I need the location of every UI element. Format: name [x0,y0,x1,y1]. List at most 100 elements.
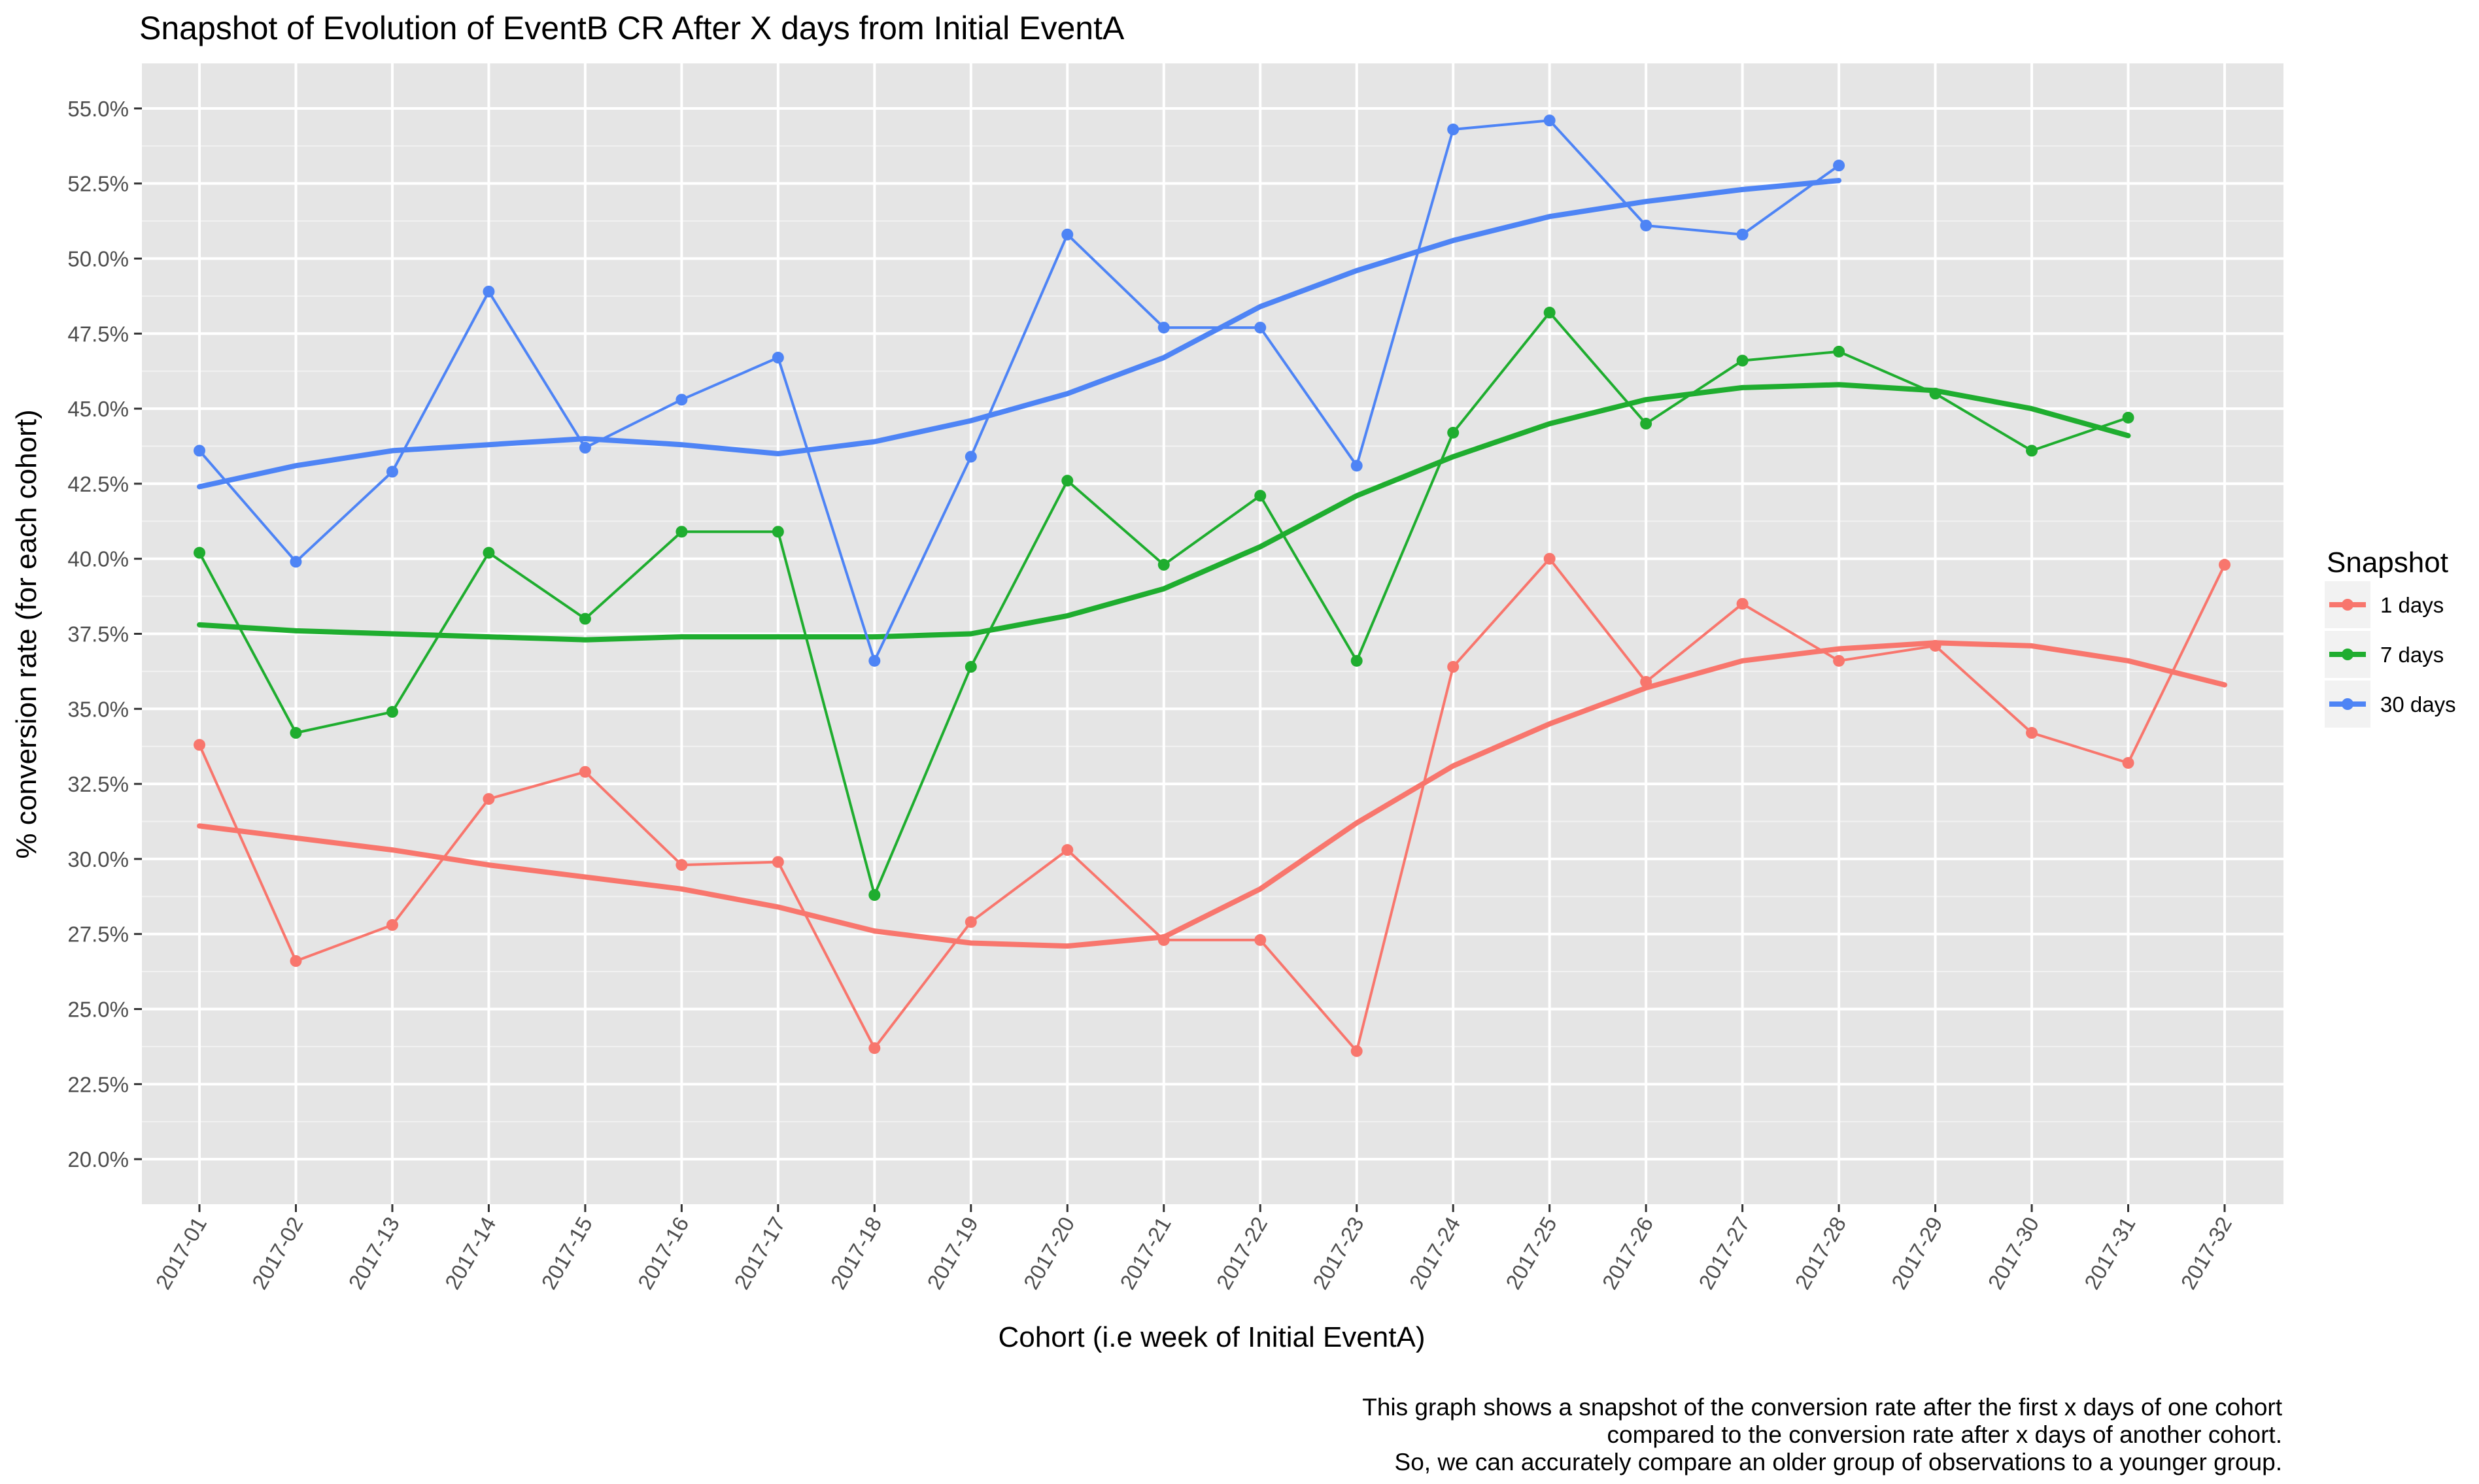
caption-line-1: This graph shows a snapshot of the conve… [1362,1394,2282,1421]
series-1-days [194,552,2231,1057]
legend-label-30-days: 30 days [2380,692,2456,717]
data-point-30-days [579,441,591,454]
data-point-7-days [1736,354,1749,367]
data-point-1-days [965,916,977,928]
y-axis-title: % conversion rate (for each cohort) [10,409,43,858]
x-tick-label: 2017-13 [343,1213,404,1293]
data-point-30-days [965,450,977,463]
legend-title: Snapshot [2327,547,2448,579]
data-point-30-days [194,445,205,457]
data-point-7-days [1640,418,1652,430]
data-point-7-days [1061,475,1074,487]
y-tick-label: 37.5% [67,622,129,647]
data-point-1-days [1543,552,1556,565]
series-line-30-days [198,119,1840,662]
data-point-1-days [1447,661,1460,673]
data-point-30-days [772,352,784,364]
series-7-days [194,307,2134,902]
data-point-1-days [1254,934,1267,946]
data-point-7-days [1543,307,1556,319]
data-point-30-days [1254,322,1267,334]
x-axis: 2017-01 2017-02 2017-13 2017-14 2017-15 2017-… [150,1204,2236,1293]
data-point-1-days [1157,934,1170,946]
data-point-7-days [386,705,398,718]
data-point-1-days [2122,756,2134,769]
data-point-7-days [1157,558,1170,571]
legend-key-point-30-days [2342,698,2353,710]
series-line-1-days [198,557,2226,1053]
data-point-30-days [386,465,398,478]
data-point-7-days [1833,345,1845,358]
y-tick-label: 20.0% [67,1147,129,1172]
trend-line-1-days [197,640,2227,949]
data-point-1-days [579,766,591,778]
y-tick-label: 40.0% [67,547,129,571]
data-point-30-days [1447,124,1460,136]
y-tick-label: 30.0% [67,847,129,871]
data-point-7-days [1929,388,1941,400]
data-point-30-days [1640,219,1652,231]
data-point-30-days [1543,114,1556,127]
series-30-days [194,114,1845,667]
data-point-7-days [1254,490,1267,502]
data-point-7-days [2026,445,2038,457]
data-point-1-days [675,859,688,871]
data-point-7-days [290,727,302,739]
y-axis: 20.0% 22.5% 25.0% 27.5% 30.0% 32.5% 35.0% 37.5%… [67,97,142,1172]
data-point-30-days [1157,322,1170,334]
chart-title: Snapshot of Evolution of EventB CR After… [139,10,1125,46]
data-point-7-days [772,526,784,538]
data-point-1-days [194,739,205,751]
x-tick-label: 2017-19 [922,1213,983,1293]
caption: This graph shows a snapshot of the conve… [1362,1394,2282,1476]
data-point-7-days [1447,426,1460,439]
x-tick-label: 2017-27 [1694,1213,1754,1293]
y-tick-label: 22.5% [67,1072,129,1096]
trend-line-30-days [197,178,1842,490]
data-point-7-days [868,889,881,902]
caption-line-3: So, we can accurately compare an older g… [1395,1449,2282,1476]
grid-major [142,63,2283,1204]
y-tick-label: 27.5% [67,922,129,947]
data-point-7-days [2122,411,2134,424]
y-tick-label: 47.5% [67,322,129,346]
x-axis-title: Cohort (i.e week of Initial EventA) [999,1321,1426,1353]
data-point-30-days [1350,460,1363,472]
x-tick-label: 2017-26 [1598,1213,1658,1293]
data-point-1-days [1736,598,1749,610]
data-point-30-days [290,556,302,568]
data-point-30-days [1061,228,1074,241]
trend-line-7-days [197,382,2131,643]
data-point-1-days [868,1042,881,1054]
data-point-1-days [1929,639,1941,652]
x-tick-label: 2017-02 [247,1213,308,1293]
data-point-30-days [868,654,881,667]
data-point-7-days [483,547,495,559]
y-tick-label: 52.5% [67,172,129,196]
x-tick-label: 2017-23 [1308,1213,1369,1293]
x-tick-label: 2017-31 [2079,1213,2140,1293]
data-point-7-days [675,526,688,538]
legend-key-point-1-days [2342,599,2353,611]
legend-label-1-days: 1 days [2380,593,2444,617]
data-point-1-days [483,793,495,805]
y-tick-label: 25.0% [67,998,129,1022]
legend-label-7-days: 7 days [2380,643,2444,667]
x-tick-label: 2017-16 [633,1213,694,1293]
data-point-30-days [483,286,495,297]
series-layer [194,114,2231,1057]
caption-line-2: compared to the conversion rate after x … [1607,1421,2282,1448]
y-tick-label: 55.0% [67,97,129,121]
grid-minor [142,145,2283,1122]
x-tick-label: 2017-17 [729,1213,790,1293]
x-tick-label: 2017-01 [150,1213,211,1293]
data-point-7-days [1350,654,1363,667]
x-tick-label: 2017-21 [1115,1213,1176,1293]
y-tick-label: 35.0% [67,697,129,721]
x-tick-label: 2017-14 [440,1213,501,1293]
data-point-1-days [2219,558,2231,571]
data-point-1-days [386,919,398,931]
data-point-1-days [772,856,784,868]
data-point-7-days [194,547,205,559]
